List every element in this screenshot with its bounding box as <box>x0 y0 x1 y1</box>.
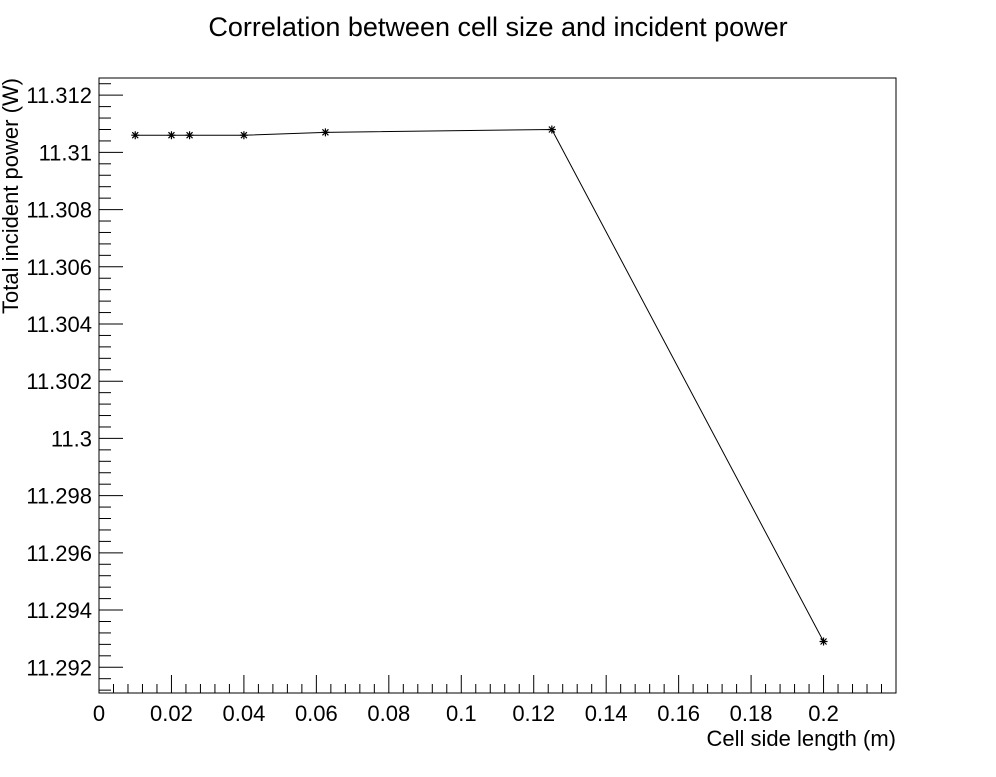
plot-frame <box>98 77 897 694</box>
data-point-marker <box>185 131 194 140</box>
data-point-marker <box>167 131 176 140</box>
y-tick-label: 11.312 <box>26 83 92 108</box>
y-tick-label: 11.304 <box>26 312 92 337</box>
x-tick-label: 0 <box>93 701 105 726</box>
x-tick-label: 0.1 <box>446 701 477 726</box>
y-tick-label: 11.302 <box>26 369 92 394</box>
x-axis: 0 0.02 0.04 0.06 0.08 0.1 0.12 0.14 0.16 0.18 0.2 <box>93 675 897 726</box>
series-layer <box>131 125 828 646</box>
data-point-marker <box>819 637 828 646</box>
data-point-marker <box>321 128 330 137</box>
y-tick-label: 11.296 <box>26 541 92 566</box>
y-tick-label: 11.308 <box>26 198 92 223</box>
x-tick-label: 0.08 <box>367 701 410 726</box>
y-tick-label: 11.298 <box>26 484 92 509</box>
y-axis: 11.292 11.294 11.296 11.298 11.3 11.302 11.304… <box>26 83 123 691</box>
y-tick-label: 11.294 <box>26 598 92 623</box>
series-line <box>135 128 824 642</box>
y-tick-label: 11.31 <box>39 140 92 165</box>
x-tick-label: 0.16 <box>657 701 700 726</box>
data-point-marker <box>131 131 140 140</box>
x-tick-label: 0.18 <box>730 701 773 726</box>
x-tick-label: 0.02 <box>150 701 193 726</box>
x-tick-label: 0.2 <box>808 701 839 726</box>
data-point-marker <box>547 125 556 134</box>
data-point-marker <box>239 131 248 140</box>
x-axis-label: Cell side length (m) <box>706 726 896 751</box>
x-tick-label: 0.14 <box>585 701 628 726</box>
y-tick-label: 11.306 <box>26 255 92 280</box>
x-tick-label: 0.06 <box>295 701 338 726</box>
chart-title: Correlation between cell size and incide… <box>208 12 787 42</box>
y-tick-label: 11.292 <box>26 655 92 680</box>
y-tick-label: 11.3 <box>51 426 92 451</box>
x-tick-label: 0.12 <box>512 701 555 726</box>
y-axis-label: Total incident power (W) <box>0 78 23 314</box>
x-tick-label: 0.04 <box>222 701 265 726</box>
